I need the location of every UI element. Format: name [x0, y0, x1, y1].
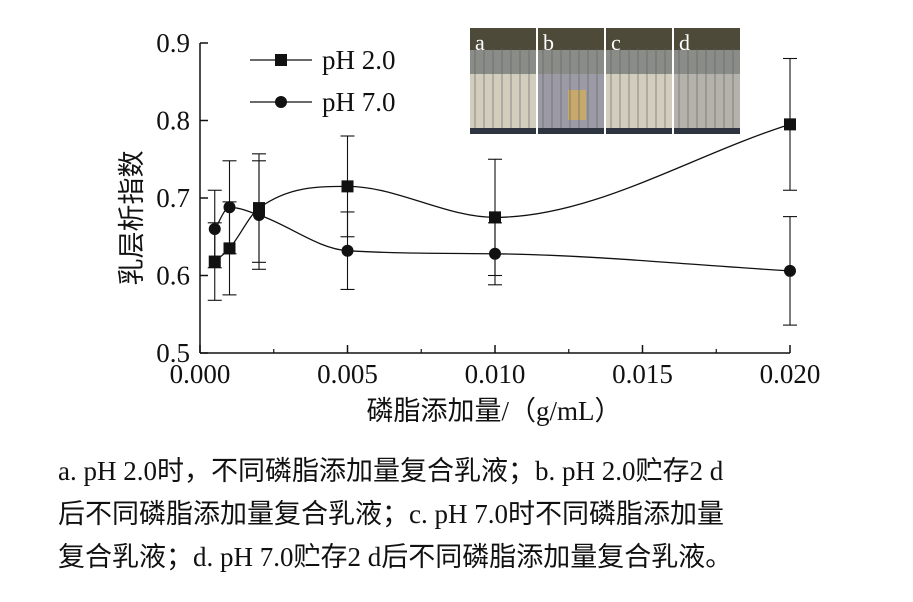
caption-line: 复合乳液；d. pH 7.0贮存2 d后不同磷脂添加量复合乳液。 [58, 542, 733, 572]
data-point [253, 209, 265, 222]
x-tick-label: 0.020 [760, 359, 821, 389]
legend-item-ph-2-0: pH 2.0 [250, 45, 396, 75]
legend-marker [275, 96, 287, 108]
inset-photo-b: b [538, 28, 604, 134]
x-tick-label: 0.015 [612, 359, 673, 389]
y-tick-label: 0.7 [156, 183, 190, 213]
figure-caption: a. pH 2.0时，不同磷脂添加量复合乳液；b. pH 2.0贮存2 d 后不… [58, 450, 898, 579]
y-axis-title: 乳层析指数 [117, 151, 147, 286]
data-point [341, 244, 354, 257]
caption-line: a. pH 2.0时，不同磷脂添加量复合乳液；b. pH 2.0贮存2 d [58, 456, 724, 486]
legend-marker [275, 54, 287, 66]
y-tick-label: 0.6 [156, 261, 190, 291]
inset-photo-d: d [674, 28, 740, 134]
emulsion-photo-inset: a b c d [470, 28, 740, 134]
y-tick-label: 0.8 [156, 106, 190, 136]
inset-photo-label: a [475, 30, 485, 55]
inset-photo-a: a [470, 28, 536, 134]
data-point [489, 211, 501, 224]
legend-item-ph-7-0: pH 7.0 [250, 87, 396, 117]
legend-label: pH 2.0 [322, 45, 396, 75]
inset-photo-label: d [679, 30, 690, 55]
inset-photo-c: c [606, 28, 672, 134]
x-tick-label: 0.010 [465, 359, 526, 389]
data-point [208, 223, 221, 235]
data-point [489, 247, 501, 260]
chart-legend: pH 2.0 pH 7.0 [250, 45, 396, 117]
series-line [214, 123, 791, 263]
y-tick-label: 0.9 [156, 28, 190, 58]
caption-line: 后不同磷脂添加量复合乳液；c. pH 7.0时不同磷脂添加量 [58, 499, 724, 529]
data-point [223, 201, 236, 214]
x-tick-label: 0.000 [170, 359, 231, 389]
chart: a b c d 0.5 0.6 0.7 0.8 0.9 0.000 0.005 0.010 0.015… [117, 28, 820, 426]
data-point [341, 180, 354, 193]
inset-photo-label: b [543, 30, 554, 55]
data-point [784, 118, 796, 131]
x-axis-title: 磷脂添加量/（g/mL） [367, 396, 622, 426]
legend-label: pH 7.0 [322, 87, 396, 117]
series-ph-7-0 [207, 160, 797, 326]
x-tick-label: 0.005 [317, 359, 378, 389]
y-tick-label: 0.5 [156, 338, 190, 368]
chart-axes: 0.5 0.6 0.7 0.8 0.9 0.000 0.005 0.010 0.015 0.020 [156, 28, 820, 389]
chart-series [207, 57, 797, 326]
data-point [784, 264, 796, 277]
inset-photo-label: c [611, 30, 621, 55]
